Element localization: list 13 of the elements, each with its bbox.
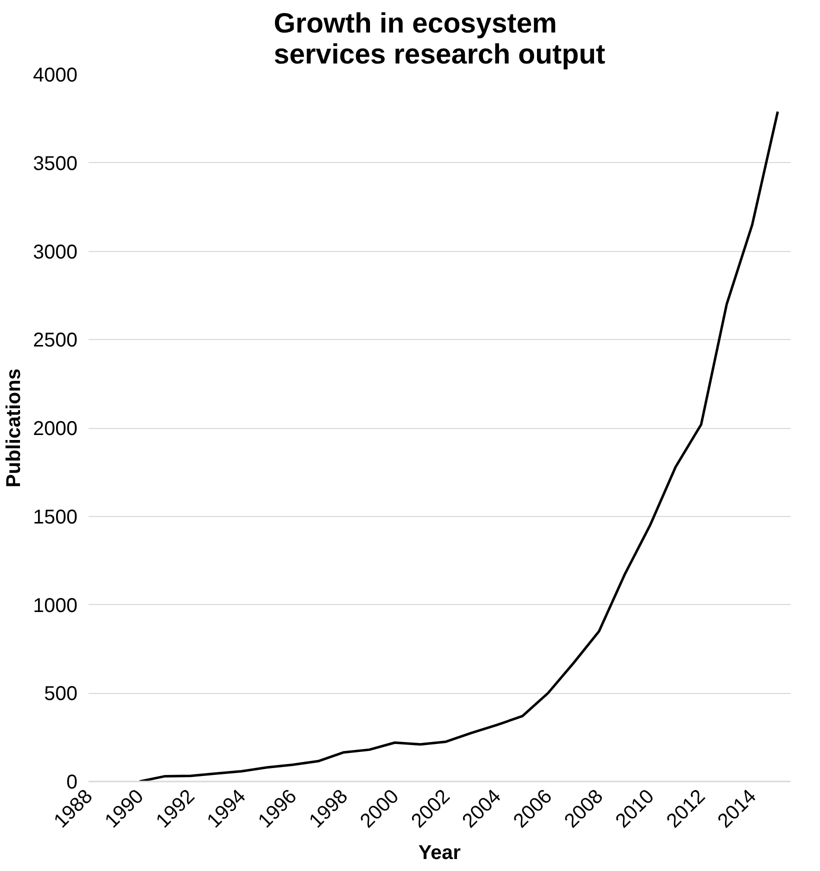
line-series <box>138 110 779 782</box>
y-tick-label: 500 <box>44 683 78 706</box>
x-axis-title: Year <box>418 842 461 864</box>
y-tick-label: 3500 <box>33 152 78 175</box>
y-tick-label: 1000 <box>33 594 78 617</box>
y-tick-label: 1500 <box>33 506 78 528</box>
y-tick-label: 4000 <box>33 64 78 86</box>
y-axis-title: Publications <box>3 368 26 488</box>
y-tick-label: 0 <box>66 772 78 794</box>
y-tick-label: 3000 <box>33 241 78 264</box>
chart-title: Growth in ecosystem services research output <box>274 8 606 70</box>
y-tick-label: 2000 <box>33 418 78 440</box>
y-tick-label: 2500 <box>33 330 78 352</box>
